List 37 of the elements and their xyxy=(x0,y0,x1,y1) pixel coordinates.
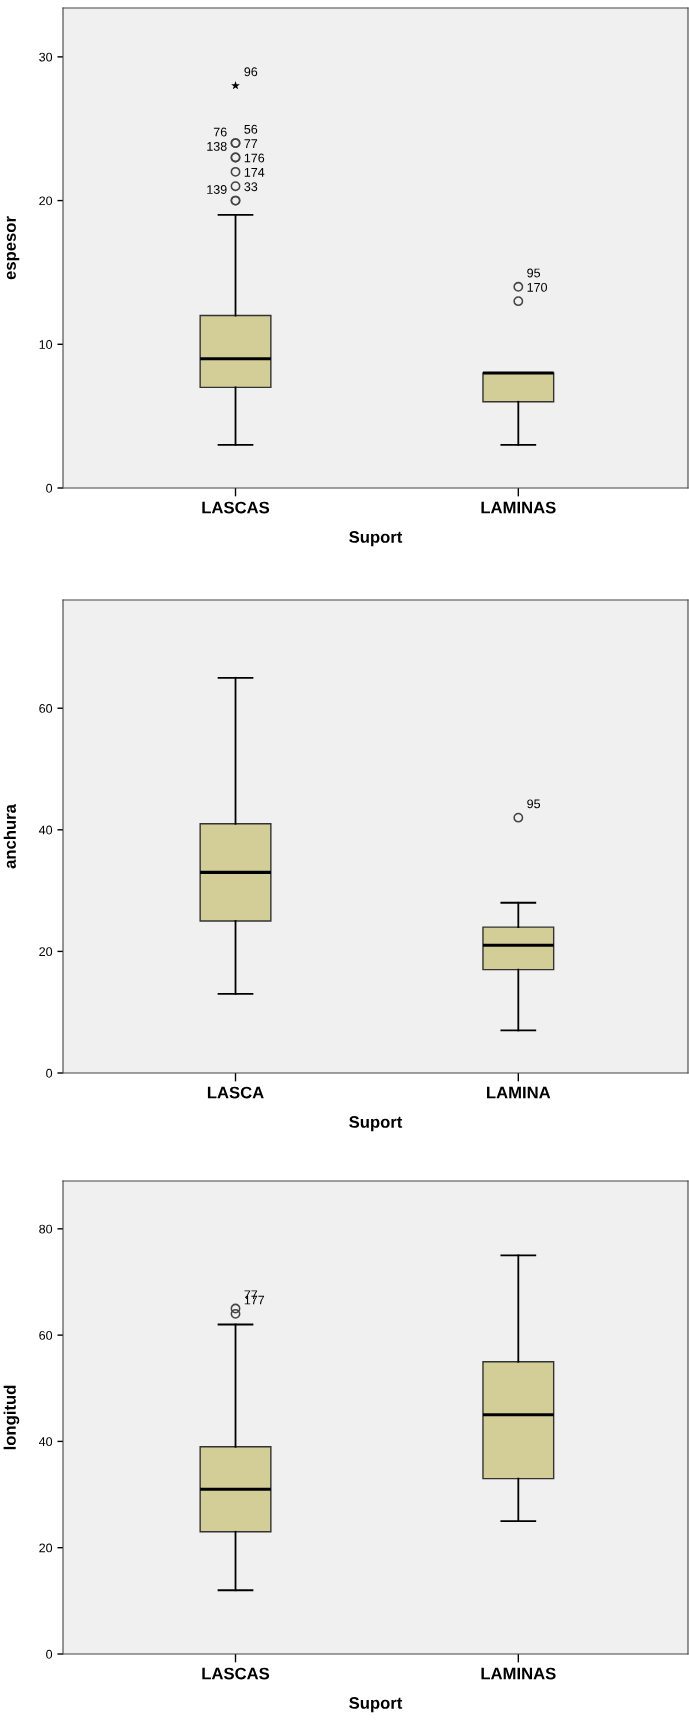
annotation: 77 xyxy=(244,139,258,148)
x-tick-label: LASCAS xyxy=(202,501,270,514)
y-tick-label: 20 xyxy=(39,1543,53,1553)
annotation: 95 xyxy=(527,268,541,278)
x-tick-label: LAMINA xyxy=(487,1086,551,1099)
annotation: 96 xyxy=(244,67,258,77)
y-axis-title: espesor xyxy=(6,216,20,280)
annotation: 33 xyxy=(244,182,258,192)
y-tick-label: 40 xyxy=(38,1437,53,1447)
x-tick-label: LAMINAS xyxy=(481,1667,556,1680)
annotation: 138 xyxy=(207,141,227,151)
annotation: 76 xyxy=(213,127,227,137)
y-tick-label: 0 xyxy=(46,1068,53,1078)
annotation: 174 xyxy=(244,168,265,177)
x-tick-label: LASCA xyxy=(207,1086,264,1099)
y-tick-label: 20 xyxy=(39,196,53,206)
x-tick-label: LAMINAS xyxy=(481,501,556,514)
annotation: 176 xyxy=(244,153,265,163)
y-tick-label: 20 xyxy=(39,947,53,957)
x-axis-title: Suport xyxy=(349,1116,403,1132)
y-tick-label: 40 xyxy=(38,825,53,835)
y-axis-title: longitud xyxy=(3,1385,20,1450)
y-tick-label: 80 xyxy=(39,1224,53,1234)
x-axis-title: Suport xyxy=(349,1697,403,1713)
y-tick-label: 60 xyxy=(39,704,53,713)
y-tick-label: 10 xyxy=(39,340,53,349)
x-tick-label: LASCAS xyxy=(202,1667,270,1680)
y-tick-label: 30 xyxy=(39,52,53,62)
y-axis-title: anchura xyxy=(3,803,16,869)
annotation: 139 xyxy=(207,185,227,194)
annotation: 170 xyxy=(527,282,548,292)
annotation: 56 xyxy=(244,124,258,134)
y-tick-label: 60 xyxy=(39,1330,53,1340)
y-tick-label: 0 xyxy=(46,483,53,493)
x-axis-title: Suport xyxy=(349,531,403,547)
y-tick-label: 0 xyxy=(46,1649,53,1659)
annotation: 95 xyxy=(527,799,541,809)
